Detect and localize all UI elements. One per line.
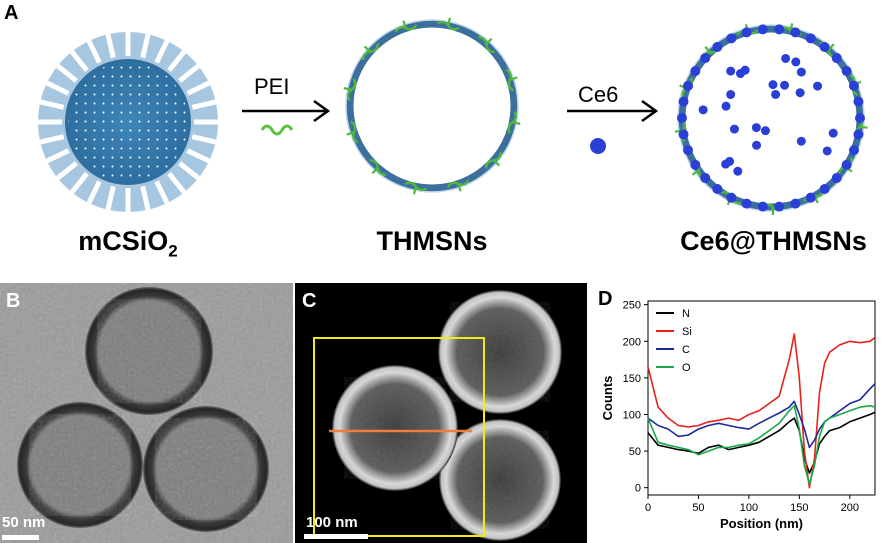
- panel-c-haadf-image: [295, 283, 587, 543]
- scale-bar-b: [2, 535, 39, 540]
- caption-ce6-thmsns: Ce6@THMSNs: [680, 226, 867, 256]
- selection-box: [313, 337, 485, 537]
- ce6-molecule-icon: [590, 138, 606, 154]
- legend-label-si: Si: [682, 326, 692, 338]
- x-axis-label: Position (nm): [720, 516, 803, 531]
- legend-label-n: N: [682, 308, 690, 320]
- x-tick-label: 0: [645, 502, 651, 514]
- x-tick-label: 50: [692, 502, 704, 514]
- panel-a-diagram: [38, 17, 868, 216]
- y-tick-label: 0: [635, 483, 641, 495]
- scale-bar-c: [304, 534, 368, 539]
- legend-label-o: O: [682, 362, 691, 374]
- pei-squiggle-icon: [260, 124, 294, 136]
- y-tick-label: 250: [623, 300, 641, 312]
- panel-d-letter: D: [598, 288, 613, 310]
- panel-b-letter: B: [6, 290, 21, 312]
- series-line-o: [647, 404, 876, 485]
- panel-a-letter: A: [4, 2, 19, 24]
- x-tick-label: 200: [841, 502, 859, 514]
- arrow-pei: [242, 99, 331, 136]
- series-line-si: [647, 333, 876, 489]
- plot-frame: [647, 300, 876, 496]
- y-tick-label: 150: [623, 373, 641, 385]
- mcsio2-particle: [38, 32, 218, 212]
- ce6-thmsns-particle: [674, 23, 868, 216]
- scale-bar-c-label: 100 nm: [306, 514, 358, 531]
- series-line-c: [647, 383, 876, 449]
- y-axis-label: Counts: [600, 376, 615, 421]
- x-tick-label: 100: [740, 502, 758, 514]
- scale-bar-b-label: 50 nm: [2, 514, 46, 531]
- line-profile-chart: 0 50 100 150 200 0 50 100 150 200 250 Position (nm)…: [600, 300, 876, 531]
- x-tick-label: 150: [790, 502, 808, 514]
- panel-c-letter: C: [302, 290, 317, 312]
- arrow1-label: PEI: [254, 74, 290, 99]
- caption-mcsio2: mCSiO2: [78, 226, 178, 261]
- y-tick-label: 100: [623, 409, 641, 421]
- y-tick-label: 50: [629, 446, 641, 458]
- thmsns-particle: [343, 17, 521, 195]
- y-tick-label: 200: [623, 336, 641, 348]
- caption-thmsns: THMSNs: [376, 226, 488, 256]
- arrow-ce6: [567, 99, 659, 154]
- legend-label-c: C: [682, 344, 690, 356]
- panel-b-tem-image: [0, 283, 293, 543]
- arrow2-label: Ce6: [578, 82, 619, 107]
